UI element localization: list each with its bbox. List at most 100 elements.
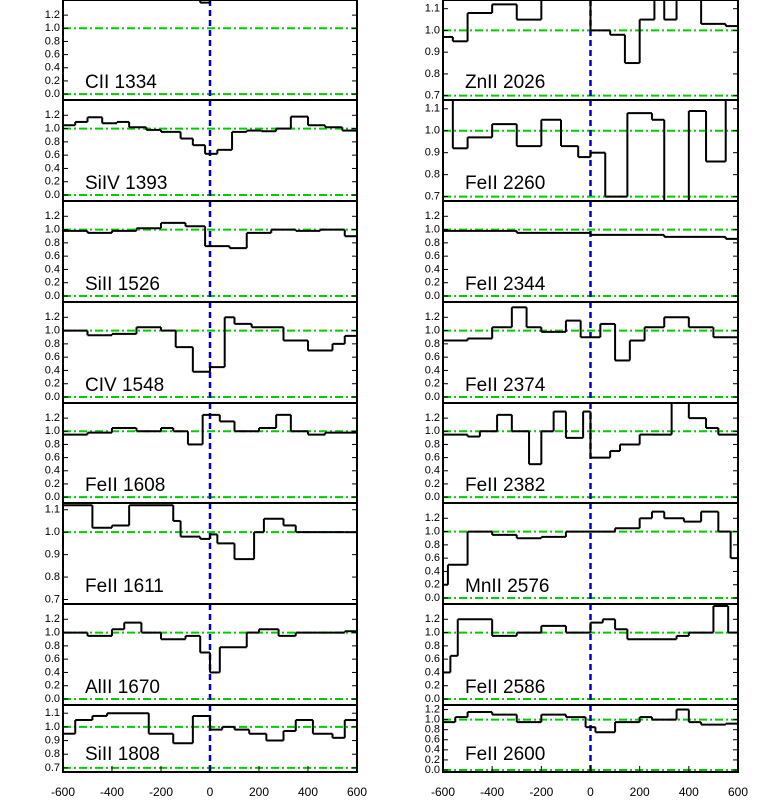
panel-label: FeII 2382 — [465, 475, 545, 496]
y-tick-label: 0.2 — [425, 277, 440, 289]
y-tick-label: 0.8 — [425, 169, 440, 181]
y-tick-label: 0.8 — [425, 438, 440, 450]
panel-label: FeII 1608 — [85, 475, 165, 496]
y-tick-label: 1.0 — [45, 122, 60, 134]
y-tick-label: 0.2 — [45, 478, 60, 490]
y-tick-label: 1.0 — [45, 526, 60, 538]
y-tick-label: 0.4 — [45, 162, 60, 174]
y-tick-label: 1.1 — [425, 103, 440, 115]
y-tick-label: 0.0 — [425, 592, 440, 604]
y-tick-label: 0.9 — [45, 734, 60, 746]
panel-label: SiII 1808 — [85, 744, 160, 765]
y-tick-label: 0.0 — [45, 290, 60, 302]
panel: 0.7 0.8 0.9 1.0 1.1 FeII 1611 — [45, 502, 358, 605]
y-tick-label: 0.4 — [425, 565, 440, 577]
y-tick-label: 0.4 — [45, 465, 60, 477]
y-tick-label: 0.4 — [45, 666, 60, 678]
y-tick-label: 0.8 — [425, 539, 440, 551]
panel-label: CIV 1548 — [85, 375, 164, 396]
panel-label: FeII 2586 — [465, 677, 545, 698]
y-tick-label: 0.8 — [45, 136, 60, 148]
y-tick-label: 1.2 — [425, 613, 440, 625]
y-tick-label: 1.0 — [425, 714, 440, 726]
panel: 0.00.2 0.40.60.8 1.01.2 CIV 1548 — [45, 301, 358, 404]
y-tick-label: 0.2 — [425, 754, 440, 766]
panel: 0.00.20.40.6 0.81.01.2 FeII 2382 — [425, 402, 739, 504]
y-tick-label: 1.0 — [45, 22, 60, 34]
y-tick-label: 0.6 — [45, 653, 60, 665]
y-tick-label: 0.2 — [45, 378, 60, 390]
panel: 0.00.2 0.40.60.8 1.01.2 FeII 2586 — [425, 603, 739, 706]
panel: 0.00.20.40.6 0.81.01.2 FeII 1608 — [45, 402, 358, 504]
y-tick-label: 1.0 — [425, 125, 440, 137]
y-tick-label: 0.0 — [425, 290, 440, 302]
x-tick-label: 600 — [728, 785, 748, 799]
y-tick-label: 0.6 — [425, 452, 440, 464]
panel-label: FeII 2260 — [465, 173, 545, 194]
x-tick-label: 200 — [630, 785, 650, 799]
panel-label: MnII 2576 — [465, 576, 550, 597]
y-tick-label: 0.6 — [425, 250, 440, 262]
y-tick-label: 0.0 — [45, 189, 60, 201]
y-tick-label: 0.8 — [45, 748, 60, 760]
x-tick-label: -200 — [149, 785, 173, 799]
y-tick-label: 0.4 — [425, 364, 440, 376]
y-tick-label: 0.8 — [45, 571, 60, 583]
panel: 0.00.2 0.40.60.8 1.01.2 SiIV 1393 — [45, 99, 358, 202]
y-tick-label: 1.2 — [425, 412, 440, 424]
y-tick-label: 0.6 — [425, 351, 440, 363]
y-tick-label: 0.8 — [425, 338, 440, 350]
panel: 0.00.2 0.40.60.8 1.01.2 SiII 1526 — [45, 200, 358, 303]
y-tick-label: 0.4 — [425, 263, 440, 275]
y-tick-label: 1.0 — [45, 223, 60, 235]
y-tick-label: 0.0 — [425, 693, 440, 705]
y-tick-label: 0.4 — [425, 666, 440, 678]
y-tick-label: 0.8 — [45, 35, 60, 47]
y-tick-label: 1.0 — [45, 324, 60, 336]
panel: 0.00.20.40.60.81.01.2 -600 -400 -200 0 200 400… — [425, 703, 749, 799]
y-tick-label: 0.0 — [45, 391, 60, 403]
y-tick-label: 0.6 — [45, 149, 60, 161]
x-tick-label: 0 — [587, 785, 594, 799]
y-tick-label: 0.0 — [45, 88, 60, 100]
panel-label: ZnII 2026 — [465, 72, 545, 93]
y-tick-label: 1.0 — [425, 223, 440, 235]
x-tick-label: 0 — [207, 785, 214, 799]
panel: 0.7 0.8 0.91.0 1.1 -600 -400 -200 0 200 400 600 SiI… — [45, 704, 367, 799]
y-tick-label: 0.8 — [425, 640, 440, 652]
y-tick-label: 1.1 — [45, 504, 60, 516]
x-tick-label: -200 — [529, 785, 553, 799]
panel: 0.7 0.8 0.9 1.0 1.1 ZnII 2026 — [425, 0, 739, 102]
y-tick-label: 0.2 — [45, 277, 60, 289]
y-tick-label: 0.2 — [425, 478, 440, 490]
panel-label: FeII 2374 — [465, 375, 546, 396]
panel: 0.00.2 0.40.60.8 1.01.2 FeII 2374 — [425, 301, 739, 404]
panel-label: AlII 1670 — [85, 677, 160, 698]
panel: 0.00.2 0.40.60.8 1.01.2 AlII 1670 — [45, 603, 358, 706]
y-tick-label: 0.2 — [425, 378, 440, 390]
y-tick-label: 1.2 — [45, 412, 60, 424]
y-tick-label: 1.0 — [45, 425, 60, 437]
y-tick-label: 0.7 — [45, 593, 60, 605]
y-tick-label: 0.6 — [425, 653, 440, 665]
y-tick-label: 1.2 — [45, 109, 60, 121]
y-tick-label: 0.8 — [45, 438, 60, 450]
y-tick-label: 1.2 — [45, 311, 60, 323]
x-tick-label: 200 — [249, 785, 269, 799]
y-tick-label: 0.2 — [45, 176, 60, 188]
y-tick-label: 0.4 — [45, 364, 60, 376]
y-tick-label: 0.8 — [45, 237, 60, 249]
y-tick-label: 1.2 — [425, 210, 440, 222]
y-tick-label: 0.7 — [45, 762, 60, 774]
y-tick-label: 0.4 — [45, 62, 60, 74]
x-tick-label: -400 — [480, 785, 504, 799]
y-tick-label: 0.8 — [425, 237, 440, 249]
y-tick-label: 0.4 — [425, 744, 440, 756]
y-tick-label: 0.4 — [425, 465, 440, 477]
y-tick-label: 0.9 — [425, 46, 440, 58]
y-tick-label: 1.0 — [45, 721, 60, 733]
y-tick-label: 0.9 — [425, 147, 440, 159]
y-tick-label: 1.2 — [45, 9, 60, 21]
y-tick-label: 0.6 — [45, 452, 60, 464]
y-tick-label: 0.8 — [425, 724, 440, 736]
